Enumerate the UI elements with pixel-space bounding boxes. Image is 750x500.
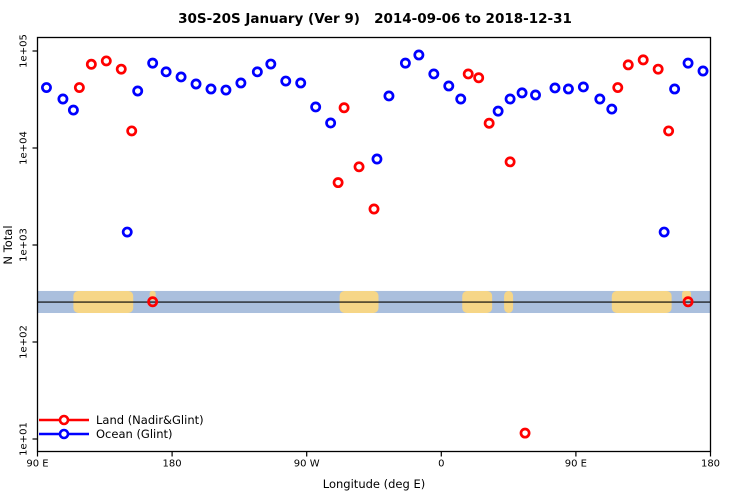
ocean-data-point xyxy=(428,68,440,80)
legend: Land (Nadir&Glint) Ocean (Glint) xyxy=(38,413,204,441)
ocean-data-point xyxy=(41,82,52,93)
ocean-data-point xyxy=(455,93,467,105)
land-data-point xyxy=(612,82,624,93)
chart-title: 30S-20S January (Ver 9) 2014-09-06 to 20… xyxy=(178,11,572,27)
ocean-data-point xyxy=(325,117,337,129)
x-tick-label: 180 xyxy=(163,459,182,470)
ocean-data-point xyxy=(190,78,202,90)
ocean-data-point xyxy=(516,87,528,99)
y-axis-title: N Total xyxy=(1,225,15,264)
ocean-data-point xyxy=(443,80,455,92)
ocean-data-point xyxy=(220,84,232,96)
x-tick-label: 90 E xyxy=(26,459,48,470)
land-data-point xyxy=(332,177,344,189)
x-tick-label: 180 xyxy=(701,459,720,470)
ocean-data-point xyxy=(413,49,425,61)
ocean-data-point xyxy=(57,93,69,105)
land-data-point xyxy=(637,54,649,66)
ocean-data-point xyxy=(175,71,187,83)
legend-ocean-label: Ocean (Glint) xyxy=(96,427,173,441)
land-data-point xyxy=(115,63,127,75)
land-data-point xyxy=(368,203,380,215)
land-data-point xyxy=(519,427,531,439)
ocean-data-point xyxy=(160,66,172,78)
x-tick-label: 90 E xyxy=(565,459,587,470)
legend-ocean-symbol xyxy=(39,428,89,440)
ocean-data-point xyxy=(492,105,504,117)
legend-land-symbol xyxy=(39,414,89,426)
land-data-point xyxy=(85,58,97,70)
ocean-data-point xyxy=(562,83,574,95)
ocean-data-point xyxy=(205,83,217,95)
x-axis-title: Longitude (deg E) xyxy=(322,477,426,491)
land-data-point xyxy=(663,125,675,137)
land-data-point xyxy=(622,59,634,71)
land-data-point xyxy=(473,72,485,84)
ocean-data-point xyxy=(399,57,411,69)
land-data-point xyxy=(100,55,112,67)
ocean-data-point xyxy=(669,83,681,95)
ocean-data-point xyxy=(697,65,709,77)
ocean-data-point xyxy=(658,226,670,238)
ocean-data-point xyxy=(280,75,292,87)
ocean-data-point xyxy=(132,85,144,97)
plot-border xyxy=(36,36,712,453)
land-data-point xyxy=(73,82,85,93)
land-data-point xyxy=(483,117,495,129)
ocean-data-point xyxy=(265,58,277,70)
land-data-point xyxy=(338,102,350,114)
land-data-point xyxy=(147,296,159,308)
ocean-data-point xyxy=(594,93,606,105)
legend-ocean-circle-icon xyxy=(58,428,70,440)
ocean-data-point xyxy=(147,57,159,69)
ocean-data-point xyxy=(235,77,247,89)
land-data-point xyxy=(353,161,365,173)
y-tick-label: 1e+03 xyxy=(19,228,30,262)
y-tick-label: 1e+05 xyxy=(19,34,30,68)
ocean-data-point xyxy=(682,57,694,69)
ocean-data-point xyxy=(251,66,263,78)
legend-item-land: Land (Nadir&Glint) xyxy=(38,413,204,427)
ocean-data-point xyxy=(121,226,133,238)
land-data-point xyxy=(462,68,474,80)
ocean-data-point xyxy=(67,104,79,116)
ocean-data-point xyxy=(577,81,589,93)
ocean-data-point xyxy=(606,103,618,115)
x-tick-label: 0 xyxy=(438,459,444,470)
ocean-data-point xyxy=(504,93,516,105)
land-data-point xyxy=(504,156,516,168)
ocean-data-point xyxy=(530,89,541,101)
y-tick-label: 1e+01 xyxy=(19,422,30,456)
ocean-data-point xyxy=(310,101,322,113)
land-data-point xyxy=(682,296,694,308)
land-data-point xyxy=(126,125,138,137)
ocean-data-point xyxy=(383,90,395,102)
legend-item-ocean: Ocean (Glint) xyxy=(38,427,204,441)
ocean-data-point xyxy=(371,153,383,165)
land-data-point xyxy=(652,63,664,75)
y-tick-label: 1e+02 xyxy=(19,325,30,359)
y-tick-label: 1e+04 xyxy=(19,131,30,165)
legend-land-circle-icon xyxy=(58,414,70,426)
x-tick-label: 90 W xyxy=(294,459,320,470)
legend-land-label: Land (Nadir&Glint) xyxy=(96,413,204,427)
ocean-data-point xyxy=(295,77,307,89)
ocean-data-point xyxy=(549,82,561,94)
